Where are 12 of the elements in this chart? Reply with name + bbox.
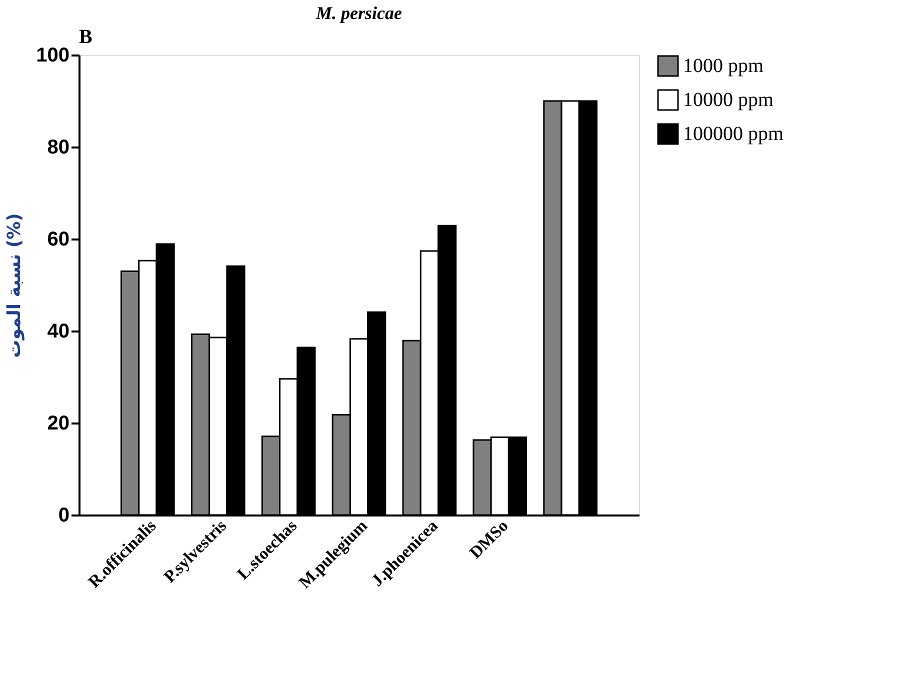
- y-axis-title: نسبة الموت (%): [4, 213, 26, 358]
- y-tick-label: 100: [36, 44, 70, 66]
- y-tick-label: 0: [58, 504, 70, 526]
- y-tick-label: 80: [47, 136, 70, 158]
- y-tick-label: 60: [47, 228, 70, 250]
- y-tick-label: 20: [47, 412, 70, 434]
- chart-title: M. persicae: [315, 3, 402, 23]
- legend-label: 100000 ppm: [683, 123, 784, 145]
- text: B: [79, 26, 92, 48]
- y-tick-label: 40: [47, 320, 70, 342]
- legend-label: 10000 ppm: [683, 89, 774, 111]
- legend-label: 1000 ppm: [683, 55, 764, 77]
